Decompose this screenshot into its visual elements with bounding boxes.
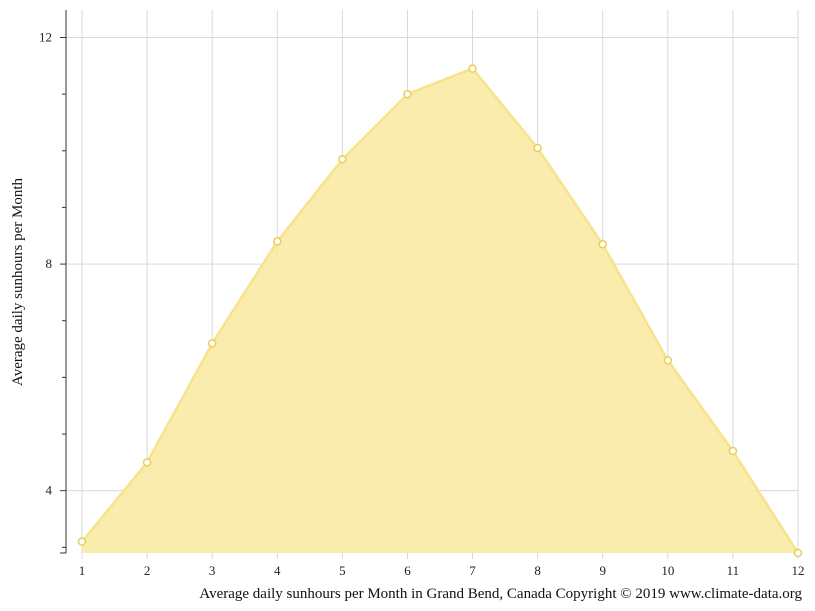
axes <box>60 10 67 554</box>
data-point-1 <box>77 537 87 546</box>
data-point-12 <box>793 548 803 558</box>
x-tick-label-3: 3 <box>209 563 216 578</box>
data-point-4 <box>273 237 282 246</box>
x-tick-label-10: 10 <box>661 563 674 578</box>
data-point-10 <box>663 356 673 365</box>
x-tick-label-4: 4 <box>274 563 281 578</box>
x-tick-label-9: 9 <box>599 563 606 578</box>
series-line <box>81 67 800 554</box>
data-point-6 <box>403 89 412 99</box>
x-tick-label-5: 5 <box>339 563 346 578</box>
y-tick-label-8: 8 <box>46 256 53 271</box>
data-point-5 <box>338 155 347 164</box>
data-point-7 <box>468 64 477 73</box>
y-tick-label-12: 12 <box>39 29 52 44</box>
data-point-2 <box>142 458 152 467</box>
data-point-3 <box>207 339 217 348</box>
data-point-11 <box>728 446 738 456</box>
series-area-fill <box>82 68 798 553</box>
data-point-8 <box>533 143 542 153</box>
data-points <box>77 64 803 558</box>
x-axis-caption: Average daily sunhours per Month in Gran… <box>199 586 802 602</box>
x-tick-label-1: 1 <box>79 563 86 578</box>
y-tick-label-4: 4 <box>46 483 53 498</box>
data-point-9 <box>598 240 607 249</box>
x-tick-label-11: 11 <box>727 563 740 578</box>
y-tick-labels: 4 8 12 <box>39 29 53 497</box>
x-tick-label-6: 6 <box>404 563 411 578</box>
x-tick-label-2: 2 <box>144 563 151 578</box>
x-tick-label-8: 8 <box>534 563 541 578</box>
y-axis-title: Average daily sunhours per Month <box>10 178 26 387</box>
x-tick-labels: 1 2 3 4 5 6 7 8 9 10 11 12 <box>79 563 805 578</box>
x-tick-label-7: 7 <box>469 563 476 578</box>
x-tick-label-12: 12 <box>792 563 805 578</box>
